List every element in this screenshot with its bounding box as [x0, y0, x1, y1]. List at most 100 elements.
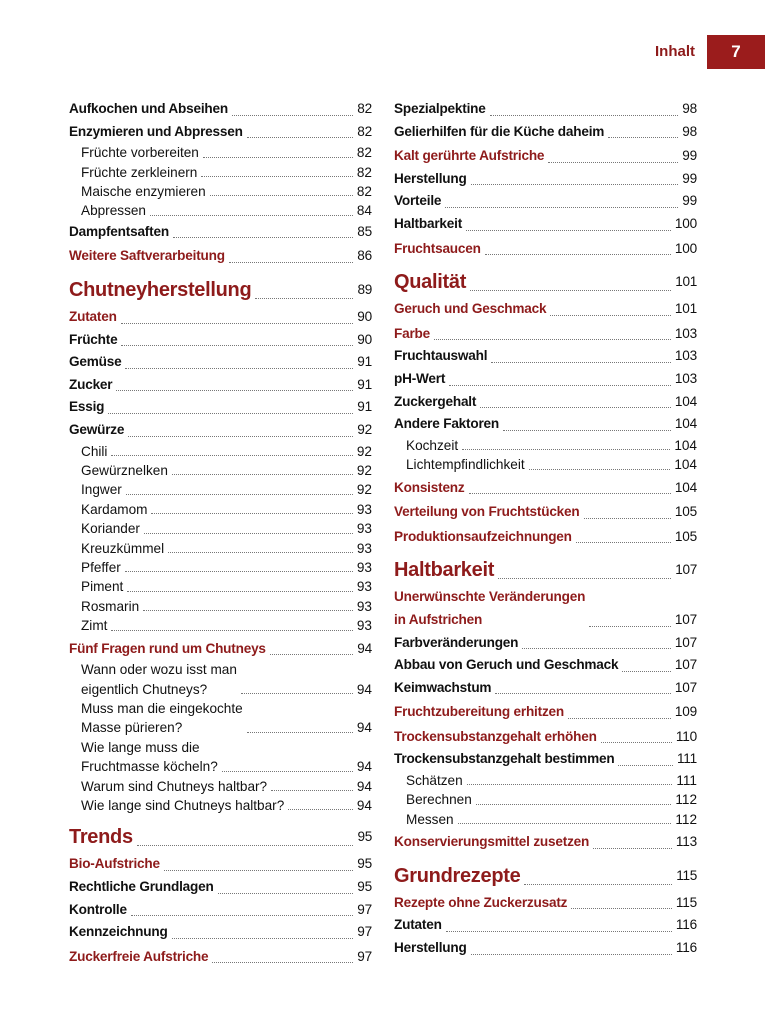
entry-title: Unerwünschte Veränderungen in Aufstriche… — [394, 589, 586, 627]
entry-page-number: 112 — [675, 792, 697, 808]
toc-section: Trockensubstanzgehalt erhöhen 110 — [394, 726, 697, 749]
toc-entry: Kontrolle 97 — [69, 899, 372, 922]
entry-page-number: 91 — [357, 354, 372, 370]
entry-title: Rechtliche Grundlagen — [69, 879, 214, 895]
dot-leader — [121, 345, 354, 347]
entry-title: Gelierhilfen für die Küche daheim — [394, 123, 605, 139]
entry-title: Spezialpektine — [394, 101, 486, 116]
dot-leader — [163, 870, 354, 872]
entry-title: Vorteile — [394, 193, 442, 209]
entry-title: Berechnen — [406, 792, 472, 808]
entry-title: Früchte — [69, 331, 118, 347]
entry-page-number: 97 — [357, 948, 372, 964]
entry-page-number: 93 — [356, 598, 372, 614]
entry-page-number: 115 — [676, 867, 697, 883]
entry-page-number: 104 — [674, 437, 697, 453]
entry-title: Früchte zerkleinern — [81, 164, 198, 180]
entry-page-number: 99 — [682, 193, 697, 209]
toc-entry: Farbveränderungen 107 — [394, 632, 697, 655]
toc-entry: Dampfentsaften 85 — [69, 221, 372, 244]
toc-chapter: Chutneyherstellung 89 — [69, 276, 372, 304]
toc-subentry: Kochzeit 104 — [394, 436, 697, 455]
entry-page-number: 95 — [357, 879, 372, 895]
toc-subentry: Wie lange sind Chutneys haltbar? 94 — [69, 796, 372, 815]
dot-leader — [116, 390, 354, 392]
dot-leader — [568, 717, 671, 719]
entry-title: Dampfentsaften — [69, 223, 169, 239]
entry-page-number: 99 — [682, 170, 697, 186]
toc-entry: Essig 91 — [69, 396, 372, 419]
dot-leader — [524, 883, 673, 885]
toc-entry: pH-Wert 103 — [394, 368, 697, 391]
dot-leader — [221, 770, 353, 772]
entry-page-number: 92 — [356, 443, 372, 459]
entry-title: pH-Wert — [394, 370, 446, 386]
entry-page-number: 91 — [357, 376, 372, 392]
entry-title: Abpressen — [81, 203, 146, 219]
toc-section: Rezepte ohne Zuckerzusatz 115 — [394, 892, 697, 915]
entry-title: Zutaten — [69, 309, 117, 324]
toc-section: Unerwünschte Veränderungen in Aufstriche… — [394, 586, 697, 631]
dot-leader — [480, 407, 671, 409]
entry-page-number: 94 — [356, 759, 372, 775]
dot-leader — [240, 693, 353, 695]
entry-page-number: 97 — [357, 924, 372, 940]
entry-page-number: 82 — [356, 164, 372, 180]
toc-subentry: Wie lange muss die Fruchtmasse köcheln? 9… — [69, 738, 372, 777]
toc-entry: Keimwachstum 107 — [394, 677, 697, 700]
entry-title: Pfeffer — [81, 560, 121, 575]
entry-page-number: 94 — [356, 778, 372, 794]
toc-chapter: Qualität 101 — [394, 268, 697, 296]
toc-entry: Kennzeichnung 97 — [69, 921, 372, 944]
entry-title: Bio-Aufstriche — [69, 856, 160, 872]
entry-title: Zutaten — [394, 917, 442, 933]
entry-page-number: 107 — [674, 679, 697, 695]
dot-leader — [548, 161, 679, 163]
toc-section: Weitere Saftverarbeitung 86 — [69, 245, 372, 268]
toc-entry: Aufkochen und Abseihen 82 — [69, 98, 372, 121]
dot-leader — [503, 429, 671, 431]
toc-subentry: Ingwer 92 — [69, 480, 372, 499]
entry-page-number: 82 — [357, 123, 372, 139]
entry-page-number: 113 — [675, 834, 697, 850]
toc-column-right: Spezialpektine 98 Gelierhilfen für die Küc… — [394, 98, 697, 960]
toc-entry: Gelierhilfen für die Küche daheim 98 — [394, 121, 697, 144]
entry-page-number: 109 — [674, 704, 697, 720]
entry-title: Kennzeichnung — [69, 924, 168, 940]
entry-page-number: 95 — [357, 856, 372, 872]
dot-leader — [462, 449, 671, 451]
entry-title: Rezepte ohne Zuckerzusatz — [394, 894, 568, 910]
dot-leader — [217, 892, 354, 894]
entry-page-number: 82 — [356, 145, 372, 161]
entry-title: Aufkochen und Abseihen — [69, 101, 228, 116]
dot-leader — [583, 517, 671, 519]
entry-page-number: 107 — [674, 657, 697, 673]
toc-subentry: Piment 93 — [69, 577, 372, 596]
toc-entry: Herstellung 116 — [394, 937, 697, 960]
entry-title: Kochzeit — [406, 437, 459, 453]
entry-title: Zimt — [81, 618, 108, 634]
entry-title: Muss man die eingekochte Masse pürieren? — [81, 701, 243, 736]
toc-entry: Spezialpektine 98 — [394, 98, 697, 121]
entry-title: Andere Faktoren — [394, 416, 500, 432]
entry-title: Konsistenz — [394, 479, 465, 495]
toc-subentry: Warum sind Chutneys haltbar? 94 — [69, 777, 372, 796]
entry-page-number: 104 — [674, 457, 697, 473]
dot-leader — [150, 214, 353, 216]
dot-leader — [470, 184, 679, 186]
entry-page-number: 93 — [356, 501, 372, 517]
entry-title: Messen — [406, 811, 454, 827]
toc-section: Farbe 103 — [394, 323, 697, 346]
entry-page-number: 89 — [357, 282, 372, 297]
entry-page-number: 94 — [357, 640, 372, 656]
entry-page-number: 101 — [674, 301, 697, 317]
entry-title: Fruchtauswahl — [394, 348, 488, 364]
toc-entry: Vorteile 99 — [394, 190, 697, 213]
dot-leader — [127, 590, 353, 592]
entry-title: Kardamom — [81, 501, 148, 517]
toc-entry: Andere Faktoren 104 — [394, 413, 697, 436]
toc-section: Geruch und Geschmack 101 — [394, 298, 697, 321]
toc-section: Zutaten 90 — [69, 306, 372, 329]
entry-page-number: 90 — [357, 309, 372, 324]
entry-title: Kontrolle — [69, 901, 127, 917]
